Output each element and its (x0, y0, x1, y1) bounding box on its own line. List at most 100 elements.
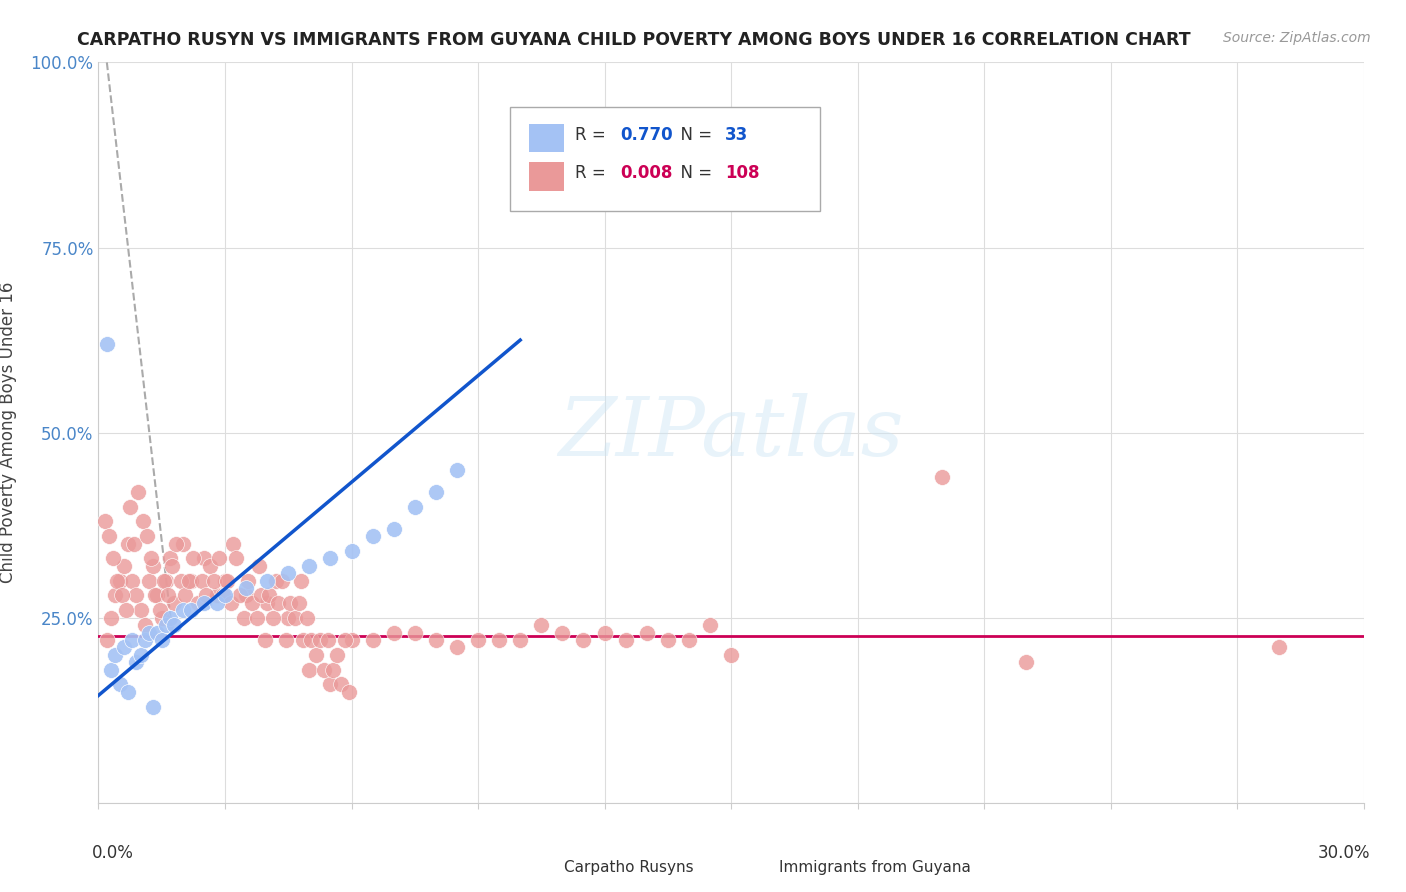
Point (112, 640, 135, 655)
Point (257, 589, 280, 603)
Text: ZIPatlas: ZIPatlas (558, 392, 904, 473)
Text: CARPATHO RUSYN VS IMMIGRANTS FROM GUYANA CHILD POVERTY AMONG BOYS UNDER 16 CORRE: CARPATHO RUSYN VS IMMIGRANTS FROM GUYANA… (77, 31, 1191, 49)
Point (242, 596, 264, 610)
Point (297, 610, 319, 624)
Point (264, 574, 287, 588)
Point (278, 596, 301, 610)
Point (329, 677, 352, 691)
Point (138, 625, 160, 640)
Point (636, 625, 658, 640)
Point (129, 603, 152, 617)
Point (325, 648, 349, 662)
Point (340, 632, 363, 647)
Point (145, 589, 166, 603)
Point (382, 522, 405, 536)
Point (211, 589, 233, 603)
Text: 0.770: 0.770 (620, 126, 672, 144)
Point (304, 648, 326, 662)
Point (277, 566, 299, 581)
Point (180, 603, 202, 617)
Point (247, 558, 270, 573)
Point (146, 589, 169, 603)
Point (699, 618, 721, 632)
Point (128, 484, 150, 499)
Point (107, 574, 129, 588)
Point (266, 596, 290, 610)
Point (262, 610, 284, 624)
Point (298, 558, 321, 573)
Text: Source: ZipAtlas.com: Source: ZipAtlas.com (1223, 31, 1371, 45)
Text: 108: 108 (725, 164, 759, 183)
Point (174, 589, 197, 603)
Point (404, 625, 426, 640)
Point (155, 618, 177, 632)
Point (319, 551, 342, 566)
Point (425, 632, 447, 647)
Point (134, 618, 156, 632)
Point (551, 625, 574, 640)
Point (163, 596, 186, 610)
Text: 30.0%: 30.0% (1317, 844, 1369, 862)
Point (361, 632, 384, 647)
Point (250, 589, 273, 603)
Point (274, 632, 298, 647)
Point (96, 632, 118, 647)
Point (150, 632, 173, 647)
Text: Carpatho Rusyns: Carpatho Rusyns (564, 861, 693, 875)
Point (361, 529, 384, 543)
Point (509, 632, 531, 647)
Point (117, 685, 139, 699)
Point (614, 632, 637, 647)
Text: 0.0%: 0.0% (93, 844, 134, 862)
Point (98, 529, 121, 543)
Point (319, 677, 342, 691)
Point (318, 632, 340, 647)
Y-axis label: Child Poverty Among Boys Under 16: Child Poverty Among Boys Under 16 (0, 282, 17, 583)
Point (337, 685, 360, 699)
Point (193, 596, 215, 610)
Point (100, 610, 122, 624)
Point (108, 677, 131, 691)
Point (124, 536, 146, 550)
Point (142, 558, 165, 573)
Point (246, 610, 269, 624)
Bar (744, 858, 772, 877)
Point (132, 515, 155, 529)
Point (425, 484, 447, 499)
Point (321, 663, 344, 677)
Point (111, 589, 132, 603)
Point (100, 663, 122, 677)
Bar (529, 162, 564, 191)
Text: Immigrants from Guyana: Immigrants from Guyana (779, 861, 972, 875)
Point (129, 648, 152, 662)
Point (309, 632, 332, 647)
Text: 0.008: 0.008 (620, 164, 672, 183)
Point (121, 574, 143, 588)
Point (115, 603, 138, 617)
Point (112, 558, 135, 573)
Point (159, 551, 181, 566)
Point (157, 589, 180, 603)
Point (488, 632, 510, 647)
Point (228, 589, 250, 603)
Point (291, 632, 314, 647)
Point (142, 699, 165, 714)
Point (214, 574, 236, 588)
Point (208, 551, 231, 566)
Point (193, 551, 215, 566)
Point (202, 574, 225, 588)
Bar (529, 858, 557, 877)
Point (166, 536, 188, 550)
Point (120, 500, 141, 514)
Point (186, 596, 209, 610)
Point (149, 603, 172, 617)
Point (121, 632, 143, 647)
Point (235, 589, 257, 603)
Point (298, 663, 321, 677)
Point (572, 632, 595, 647)
Point (333, 632, 356, 647)
Point (172, 603, 194, 617)
Point (253, 632, 276, 647)
Point (108, 574, 131, 588)
Point (593, 625, 616, 640)
